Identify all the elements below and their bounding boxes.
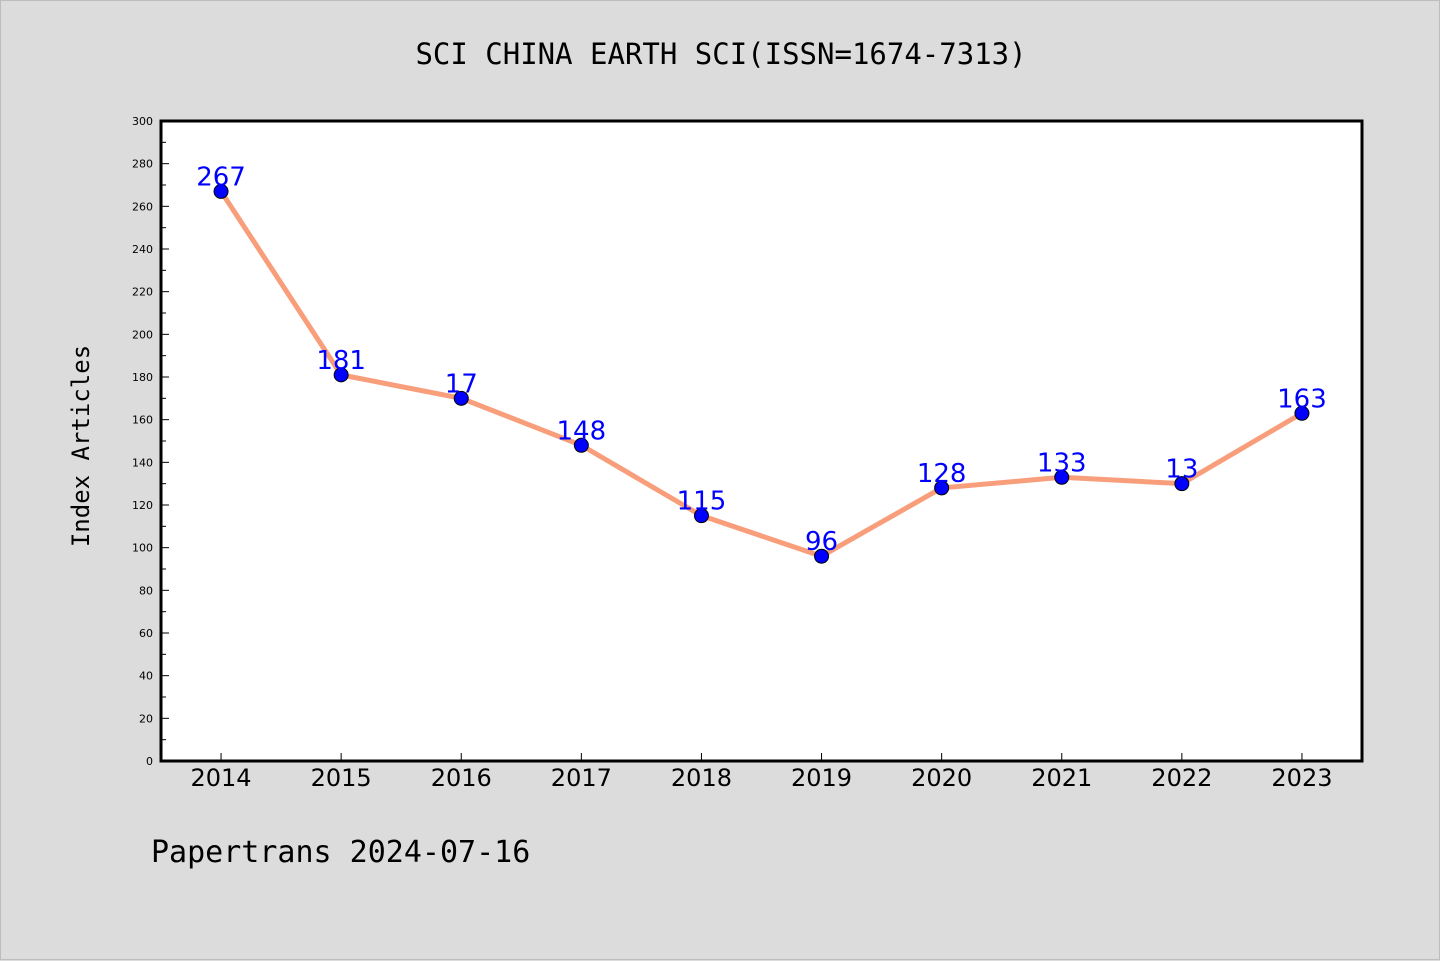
y-tick-label: 240 <box>132 243 153 256</box>
data-label: 96 <box>805 527 838 557</box>
x-tick-label: 2015 <box>311 764 372 792</box>
data-point <box>213 183 229 199</box>
data-label: 17 <box>445 369 478 399</box>
x-tick-label: 2019 <box>791 764 852 792</box>
data-label: 163 <box>1277 384 1327 414</box>
x-tick-label: 2023 <box>1271 764 1332 792</box>
data-point <box>453 390 469 406</box>
x-tick-label: 2014 <box>191 764 252 792</box>
data-point <box>693 508 709 524</box>
chart-title: SCI CHINA EARTH SCI(ISSN=1674-7313) <box>415 37 1027 71</box>
data-label: 267 <box>196 162 246 192</box>
data-point <box>573 437 589 453</box>
y-tick-label: 200 <box>132 328 153 341</box>
y-tick-label: 140 <box>132 456 153 469</box>
data-label: 128 <box>917 459 967 489</box>
data-label: 115 <box>677 487 727 517</box>
data-label: 181 <box>316 346 366 376</box>
y-tick-label: 260 <box>132 200 153 213</box>
x-tick-label: 2018 <box>671 764 732 792</box>
y-tick-label: 300 <box>132 115 153 128</box>
data-point <box>934 480 950 496</box>
y-tick-label: 80 <box>139 584 153 597</box>
y-tick-label: 0 <box>146 755 153 768</box>
y-tick-label: 100 <box>132 542 153 555</box>
x-tick-label: 2021 <box>1031 764 1092 792</box>
y-tick-label: 120 <box>132 499 153 512</box>
y-tick-label: 20 <box>139 712 153 725</box>
y-tick-label: 180 <box>132 371 153 384</box>
x-tick-label: 2022 <box>1151 764 1212 792</box>
footer-note: Papertrans 2024-07-16 <box>151 835 531 870</box>
x-tick-label: 2017 <box>551 764 612 792</box>
data-point <box>333 367 349 383</box>
data-point <box>1054 469 1070 485</box>
series-line <box>218 188 1305 559</box>
data-point <box>1294 405 1310 421</box>
y-tick-label: 280 <box>132 158 153 171</box>
y-tick-label: 220 <box>132 286 153 299</box>
plot-frame <box>159 119 1364 763</box>
data-point <box>814 548 830 564</box>
data-label: 133 <box>1037 448 1087 478</box>
y-tick-label: 160 <box>132 414 153 427</box>
x-tick-label: 2020 <box>911 764 972 792</box>
data-label: 148 <box>557 416 607 446</box>
plot-area <box>161 121 1362 761</box>
data-point <box>1174 476 1190 492</box>
x-tick-label: 2016 <box>431 764 492 792</box>
data-label: 13 <box>1165 455 1198 485</box>
y-tick-label: 40 <box>139 670 153 683</box>
y-tick-label: 60 <box>139 627 153 640</box>
